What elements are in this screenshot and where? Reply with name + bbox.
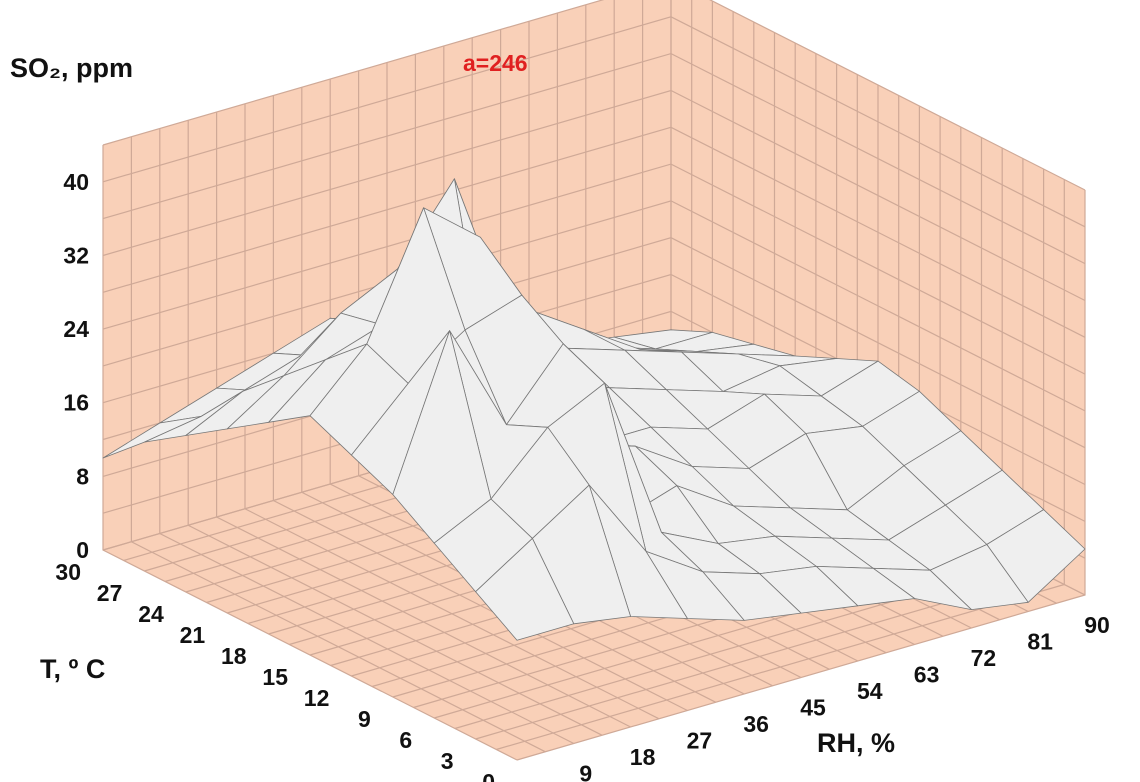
y-axis-title: RH, %: [817, 728, 895, 758]
x-tick-label: 9: [358, 706, 371, 732]
z-tick-label: 16: [63, 390, 89, 416]
x-tick-label: 21: [180, 622, 206, 648]
z-tick-label: 40: [63, 169, 89, 195]
z-tick-label: 24: [63, 316, 89, 342]
gridline-t: [516, 190, 1086, 761]
data-surface: [102, 178, 1086, 641]
annotation-label: a=246: [463, 50, 528, 76]
z-tick-label: 32: [63, 242, 89, 268]
y-tick-label: 45: [800, 695, 826, 721]
x-tick-label: 3: [441, 748, 454, 774]
axis-ticks: 0816243240302724211815129630091827364554…: [55, 169, 1109, 782]
x-tick-label: 24: [138, 601, 164, 627]
x-tick-label: 30: [55, 559, 81, 585]
y-tick-label: 72: [971, 645, 997, 671]
x-tick-label: 12: [304, 685, 330, 711]
x-tick-label: 6: [399, 727, 412, 753]
z-axis-title: SO₂, ppm: [10, 53, 133, 83]
x-tick-label: 0: [482, 769, 495, 782]
y-tick-label: 27: [687, 728, 713, 754]
x-tick-label: 18: [221, 643, 247, 669]
x-axis-title: T, º C: [40, 654, 105, 684]
x-tick-label: 27: [97, 580, 123, 606]
y-tick-label: 81: [1027, 629, 1053, 655]
surface-cell: [475, 538, 575, 641]
gridline-z: [102, 0, 1086, 191]
gridline-t: [496, 179, 1065, 751]
z-tick-label: 0: [76, 537, 89, 563]
y-tick-label: 36: [743, 711, 769, 737]
y-tick-label: 54: [857, 678, 883, 704]
y-tick-label: 9: [579, 761, 592, 782]
y-tick-label: 18: [630, 744, 656, 770]
y-tick-label: 0: [523, 777, 536, 782]
y-tick-label: 63: [914, 662, 940, 688]
z-tick-label: 8: [76, 463, 89, 489]
x-tick-label: 15: [262, 664, 288, 690]
y-tick-label: 90: [1084, 612, 1110, 638]
